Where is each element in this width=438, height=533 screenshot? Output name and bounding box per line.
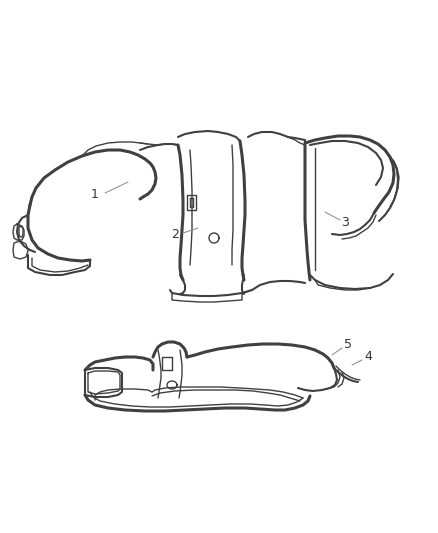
Text: 2: 2 <box>171 229 179 241</box>
Text: 5: 5 <box>344 337 352 351</box>
Text: 1: 1 <box>91 189 99 201</box>
Text: 4: 4 <box>364 350 372 362</box>
Text: 3: 3 <box>341 215 349 229</box>
